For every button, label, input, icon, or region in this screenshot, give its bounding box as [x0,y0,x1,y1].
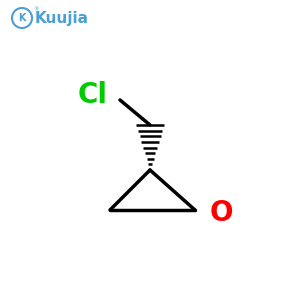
Text: Cl: Cl [78,81,108,109]
Text: K: K [18,13,26,23]
Text: ®: ® [33,8,38,13]
Text: Kuujia: Kuujia [35,11,89,26]
Text: O: O [210,199,233,227]
